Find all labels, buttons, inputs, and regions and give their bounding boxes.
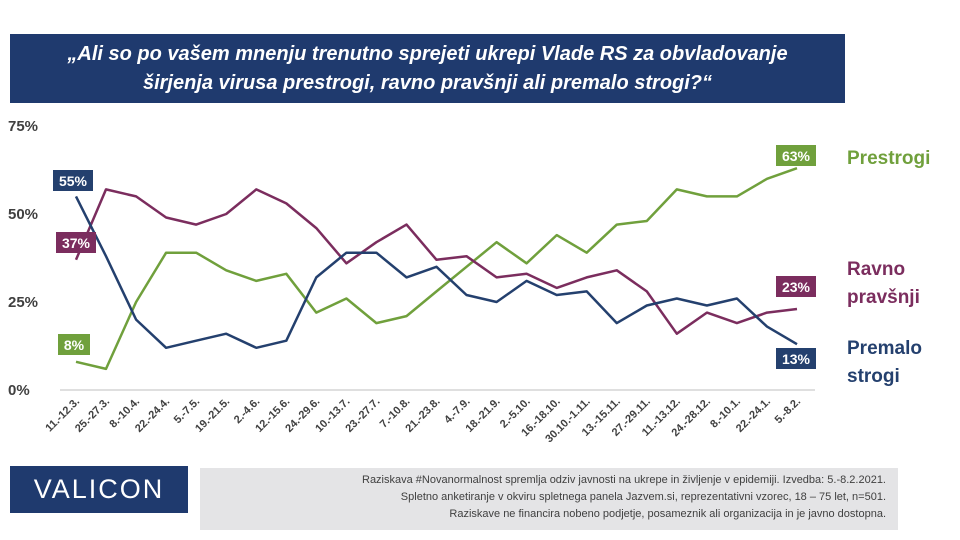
footnote-line-3: Raziskave ne financira nobeno podjetje, … — [449, 508, 886, 520]
valicon-logo: VALICON — [10, 466, 188, 513]
series-line-0 — [75, 167, 798, 371]
y-tick-0: 0% — [8, 382, 30, 399]
data-label: 23% — [782, 279, 811, 295]
data-label: 63% — [782, 148, 811, 164]
title-banner — [10, 34, 845, 103]
data-label: 55% — [59, 173, 88, 189]
footnote-line-2: Spletno anketiranje v okviru spletnega p… — [400, 491, 886, 503]
data-label-box — [776, 145, 816, 166]
data-label: 13% — [782, 351, 811, 367]
legend-ravno-line1: Ravno — [847, 259, 906, 280]
y-tick-75: 75% — [8, 118, 39, 135]
footnote-line-1: Raziskava #Novanormalnost spremlja odziv… — [362, 474, 886, 486]
chart-title: „Ali so po vašem mnenju trenutno sprejet… — [67, 42, 788, 94]
legend-ravno-line2: pravšnji — [847, 287, 920, 308]
series-line-1 — [74, 188, 798, 335]
legend-premalo-line2: strogi — [847, 366, 900, 387]
data-label-box — [56, 232, 96, 253]
footnote: Raziskava #Novanormalnost spremlja odziv… — [200, 468, 898, 530]
data-label-box — [776, 348, 816, 369]
y-tick-25: 25% — [8, 294, 39, 311]
y-tick-50: 50% — [8, 206, 39, 223]
data-label-box — [776, 276, 816, 297]
data-label-box — [58, 334, 90, 355]
data-label: 8% — [64, 337, 85, 353]
legend-prestrogi: Prestrogi — [847, 148, 931, 169]
data-label-box — [53, 170, 93, 191]
x-tick-label: 5.-8.2. — [773, 396, 804, 427]
series-line-2 — [74, 195, 798, 350]
legend-premalo-line1: Premalo — [847, 338, 922, 359]
data-label: 37% — [62, 235, 91, 251]
